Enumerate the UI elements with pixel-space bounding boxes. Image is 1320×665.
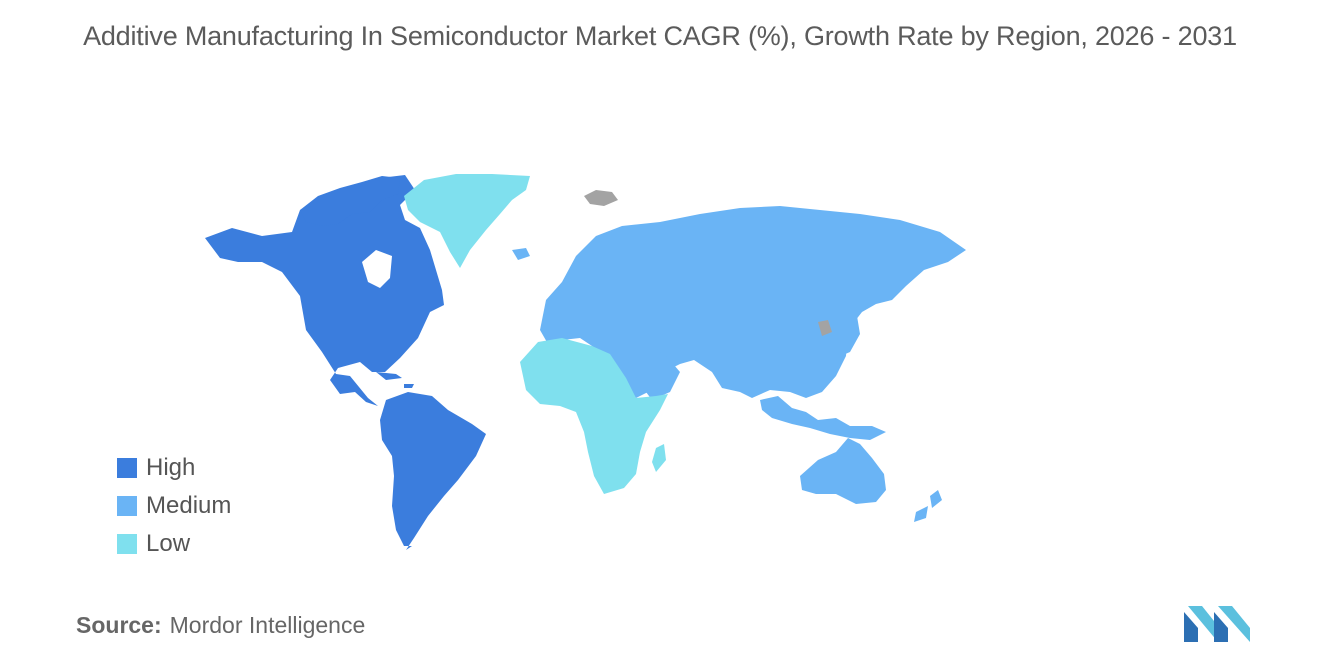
region-caribbean	[376, 372, 414, 388]
region-south-america	[380, 392, 486, 550]
source-label: Source:	[76, 612, 162, 638]
region-japan	[836, 302, 860, 358]
mordor-intelligence-logo-icon	[1184, 606, 1250, 642]
region-korea	[818, 320, 832, 336]
region-arctic-islands	[300, 176, 400, 226]
map-legend: High Medium Low	[117, 449, 231, 563]
region-svalbard	[584, 190, 618, 206]
region-southeast-asia	[760, 396, 886, 440]
legend-item-high: High	[117, 449, 231, 487]
legend-label-high: High	[146, 454, 196, 481]
legend-label-medium: Medium	[146, 492, 232, 519]
region-africa	[520, 338, 668, 494]
region-middle-east	[622, 344, 680, 400]
chart-title: Additive Manufacturing In Semiconductor …	[83, 21, 1237, 51]
legend-item-low: Low	[117, 525, 231, 563]
region-madagascar	[652, 444, 666, 472]
region-greenland	[404, 174, 530, 268]
region-iceland	[512, 248, 530, 260]
region-new-zealand	[914, 490, 942, 522]
source-note: Source: Mordor Intelligence	[76, 612, 365, 639]
region-north-america	[205, 175, 444, 406]
hudson-bay	[362, 250, 392, 288]
legend-swatch-medium	[117, 496, 137, 516]
legend-swatch-high	[117, 458, 137, 478]
legend-item-medium: Medium	[117, 487, 231, 525]
source-value: Mordor Intelligence	[169, 612, 366, 638]
legend-swatch-low	[117, 534, 137, 554]
legend-label-low: Low	[146, 530, 191, 557]
region-australia	[800, 438, 886, 504]
